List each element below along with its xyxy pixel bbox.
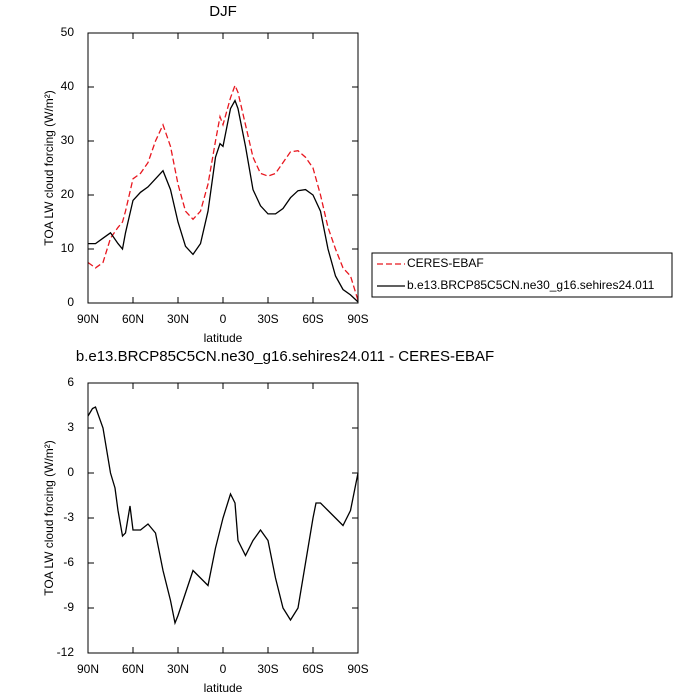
y-tick-label: -3 bbox=[63, 510, 74, 524]
x-tick-label: 60S bbox=[302, 662, 323, 676]
x-tick-label: 90S bbox=[347, 662, 368, 676]
legend-label: CERES-EBAF bbox=[407, 256, 484, 270]
x-tick-label: 0 bbox=[220, 312, 227, 326]
y-tick-label: 0 bbox=[67, 295, 74, 309]
x-tick-label: 90N bbox=[77, 312, 99, 326]
data-line bbox=[88, 98, 359, 303]
x-tick-label: 30S bbox=[257, 312, 278, 326]
chart-title: b.e13.BRCP85C5CN.ne30_g16.sehires24.011 … bbox=[76, 348, 494, 365]
y-tick-label: -12 bbox=[57, 645, 75, 659]
x-tick-label: 30N bbox=[167, 312, 189, 326]
y-tick-label: 3 bbox=[67, 420, 74, 434]
data-line bbox=[87, 406, 359, 626]
legend-label: b.e13.BRCP85C5CN.ne30_g16.sehires24.011 bbox=[407, 278, 655, 292]
x-tick-label: 90N bbox=[77, 662, 99, 676]
y-tick-label: -6 bbox=[63, 555, 74, 569]
x-tick-label: 60N bbox=[122, 312, 144, 326]
plot-frame bbox=[87, 382, 359, 654]
x-tick-label: 30S bbox=[257, 662, 278, 676]
x-tick-label: 60S bbox=[302, 312, 323, 326]
y-axis-label: TOA LW cloud forcing (W/m²) bbox=[42, 90, 56, 246]
x-tick-label: 90S bbox=[347, 312, 368, 326]
y-tick-label: 30 bbox=[61, 133, 75, 147]
y-axis-label: TOA LW cloud forcing (W/m²) bbox=[42, 440, 56, 596]
legend-box bbox=[371, 252, 673, 298]
x-tick-label: 60N bbox=[122, 662, 144, 676]
y-tick-label: 40 bbox=[61, 79, 75, 93]
x-tick-label: 30N bbox=[167, 662, 189, 676]
y-tick-label: 50 bbox=[61, 25, 75, 39]
chart-title: DJF bbox=[209, 3, 237, 20]
y-tick-label: 6 bbox=[67, 375, 74, 389]
y-tick-label: 0 bbox=[67, 465, 74, 479]
x-axis-label: latitude bbox=[204, 331, 243, 345]
y-tick-label: -9 bbox=[63, 600, 74, 614]
x-tick-label: 0 bbox=[220, 662, 227, 676]
data-line bbox=[87, 83, 359, 301]
y-tick-label: 20 bbox=[61, 187, 75, 201]
x-axis-label: latitude bbox=[204, 681, 243, 695]
plot-frame bbox=[87, 32, 359, 304]
y-tick-label: 10 bbox=[61, 241, 75, 255]
